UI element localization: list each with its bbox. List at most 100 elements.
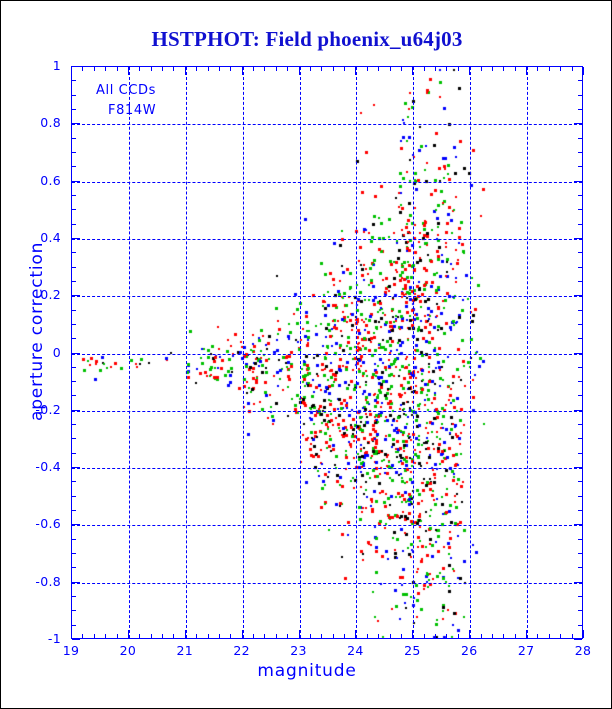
axis-minor-tick [458, 634, 459, 638]
axis-minor-tick [72, 610, 76, 611]
axis-minor-tick [578, 252, 582, 253]
axis-tick [574, 467, 582, 468]
axis-minor-tick [196, 634, 197, 638]
axis-tick [72, 295, 80, 296]
y-tick-label: -1 [47, 631, 61, 646]
axis-minor-tick [578, 224, 582, 225]
axis-minor-tick [378, 67, 379, 71]
axis-tick [128, 67, 129, 75]
axis-minor-tick [503, 634, 504, 638]
axis-tick [72, 639, 80, 640]
axis-minor-tick [287, 67, 288, 71]
axis-minor-tick [72, 539, 76, 540]
axis-minor-tick [321, 634, 322, 638]
x-tick-label: 20 [119, 643, 137, 658]
axis-minor-tick [578, 281, 582, 282]
axis-minor-tick [72, 481, 76, 482]
axis-tick [72, 582, 80, 583]
axis-minor-tick [72, 438, 76, 439]
axis-minor-tick [72, 553, 76, 554]
axis-minor-tick [253, 634, 254, 638]
axis-minor-tick [578, 553, 582, 554]
axis-minor-tick [446, 634, 447, 638]
axis-minor-tick [549, 67, 550, 71]
axis-minor-tick [105, 634, 106, 638]
axis-minor-tick [264, 67, 265, 71]
axis-tick [412, 67, 413, 75]
axis-tick [469, 67, 470, 75]
axis-minor-tick [560, 634, 561, 638]
axis-minor-tick [515, 634, 516, 638]
x-tick-label: 22 [233, 643, 250, 658]
gridline-horizontal [72, 525, 582, 527]
axis-tick [299, 630, 300, 638]
axis-minor-tick [72, 224, 76, 225]
axis-minor-tick [578, 109, 582, 110]
axis-tick [242, 67, 243, 75]
axis-tick [72, 181, 80, 182]
axis-minor-tick [72, 338, 76, 339]
axis-minor-tick [578, 195, 582, 196]
axis-tick [299, 67, 300, 75]
axis-minor-tick [94, 634, 95, 638]
gridline-vertical [470, 67, 472, 638]
axis-tick [574, 639, 582, 640]
axis-minor-tick [333, 67, 334, 71]
axis-tick [72, 524, 80, 525]
axis-tick [72, 353, 80, 354]
axis-minor-tick [578, 539, 582, 540]
scatter-points-canvas [72, 67, 582, 638]
gridline-horizontal [72, 238, 582, 240]
gridline-vertical [413, 67, 415, 638]
annotation-filter: F814W [108, 103, 157, 118]
axis-minor-tick [515, 67, 516, 71]
x-tick-label: 28 [574, 643, 592, 658]
y-tick-label: -0.4 [35, 459, 61, 475]
axis-tick [185, 630, 186, 638]
axis-tick [355, 67, 356, 75]
y-tick-label: -0.6 [35, 516, 61, 532]
axis-minor-tick [72, 267, 76, 268]
axis-minor-tick [578, 338, 582, 339]
axis-minor-tick [72, 80, 76, 81]
gridline-vertical [128, 67, 130, 638]
axis-minor-tick [72, 310, 76, 311]
axis-minor-tick [139, 634, 140, 638]
gridline-vertical [299, 67, 301, 638]
axis-minor-tick [72, 195, 76, 196]
axis-tick [71, 630, 72, 638]
axis-tick [583, 67, 584, 75]
axis-minor-tick [578, 209, 582, 210]
axis-minor-tick [578, 310, 582, 311]
axis-minor-tick [253, 67, 254, 71]
axis-minor-tick [424, 634, 425, 638]
axis-tick [583, 630, 584, 638]
axis-tick [574, 66, 582, 67]
axis-minor-tick [549, 634, 550, 638]
axis-minor-tick [481, 67, 482, 71]
axis-tick [72, 66, 80, 67]
axis-minor-tick [578, 453, 582, 454]
axis-minor-tick [578, 324, 582, 325]
axis-minor-tick [578, 424, 582, 425]
axis-tick [574, 123, 582, 124]
axis-minor-tick [230, 634, 231, 638]
axis-minor-tick [72, 152, 76, 153]
axis-tick [574, 295, 582, 296]
axis-minor-tick [72, 453, 76, 454]
axis-tick [574, 524, 582, 525]
axis-minor-tick [117, 634, 118, 638]
gridline-horizontal [72, 181, 582, 183]
axis-minor-tick [162, 634, 163, 638]
axis-tick [412, 630, 413, 638]
axis-minor-tick [105, 67, 106, 71]
axis-tick [526, 630, 527, 638]
y-tick-label: 0.8 [40, 115, 61, 131]
gridline-vertical [527, 67, 529, 638]
axis-minor-tick [173, 67, 174, 71]
axis-minor-tick [94, 67, 95, 71]
axis-minor-tick [458, 67, 459, 71]
y-tick-label: 0.2 [40, 287, 61, 303]
axis-minor-tick [196, 67, 197, 71]
axis-minor-tick [578, 152, 582, 153]
